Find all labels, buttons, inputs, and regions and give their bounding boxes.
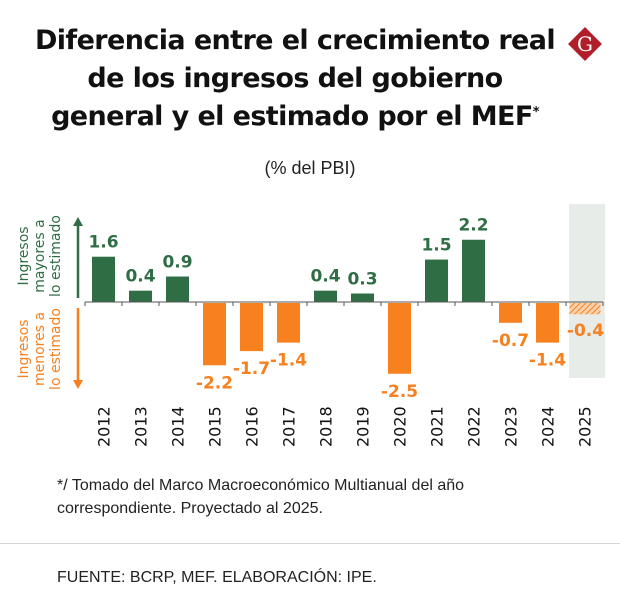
data-label-2014: 0.9 — [162, 253, 192, 273]
bar-2016 — [240, 303, 263, 352]
data-label-2019: 0.3 — [347, 270, 377, 290]
bar-2012 — [92, 256, 115, 302]
legend-upper-label-line-3: lo estimado — [48, 215, 64, 297]
arrow-up-icon — [73, 217, 83, 226]
bar-2014 — [166, 276, 189, 302]
footnote-line-2: correspondiente. Proyectado al 2025. — [57, 500, 323, 517]
x-tick-label-2015: 2015 — [206, 406, 225, 447]
bar-2025 — [569, 303, 601, 315]
data-label-2025: -0.4 — [567, 321, 604, 341]
divider — [0, 543, 620, 544]
logo-letter: G — [577, 32, 593, 56]
brand-diamond-g-icon: G — [568, 27, 602, 61]
bar-2020 — [388, 303, 411, 374]
bar-2018 — [314, 290, 337, 302]
x-tick-label-2020: 2020 — [391, 406, 410, 447]
x-tick-label-2024: 2024 — [539, 406, 558, 447]
x-tick-label-2013: 2013 — [132, 406, 151, 447]
legend-lower-label-line-2: menores a — [32, 312, 48, 386]
x-tick-label-2023: 2023 — [502, 406, 521, 447]
chart-title-text: Diferencia entre el crecimiento real de … — [34, 25, 556, 132]
data-label-2018: 0.4 — [310, 267, 340, 287]
legend-lower-label-line-1: Ingresos — [16, 319, 32, 378]
projection-shade — [569, 204, 605, 378]
x-tick-label-2022: 2022 — [465, 406, 484, 447]
data-label-2023: -0.7 — [492, 331, 529, 351]
x-tick-label-2019: 2019 — [354, 406, 373, 447]
data-label-2020: -2.5 — [381, 382, 418, 402]
bar-2019 — [351, 293, 374, 302]
data-label-2016: -1.7 — [233, 359, 270, 379]
legend-upper-label-line-1: Ingresos — [16, 226, 32, 285]
legend-lower-label-line-3: lo estimado — [48, 308, 64, 390]
data-label-2024: -1.4 — [529, 351, 566, 371]
x-tick-label-2018: 2018 — [317, 406, 336, 447]
x-tick-label-2017: 2017 — [280, 406, 299, 447]
data-label-2013: 0.4 — [125, 267, 155, 287]
chart-subtitle: (% del PBI) — [264, 158, 356, 178]
data-label-2021: 1.5 — [421, 236, 451, 256]
chart-title: Diferencia entre el crecimiento real de … — [30, 22, 560, 136]
data-label-2017: -1.4 — [270, 351, 307, 371]
bar-2013 — [129, 290, 152, 302]
legend-upper-label-line-2: mayores a — [32, 219, 48, 292]
bar-2022 — [462, 239, 485, 302]
bar-2015 — [203, 303, 226, 366]
source-note: FUENTE: BCRP, MEF. ELABORACIÓN: IPE. — [57, 569, 377, 586]
bar-2023 — [499, 303, 522, 323]
footnote-line-1: */ Tomado del Marco Macroeconómico Multi… — [57, 477, 465, 494]
x-tick-label-2014: 2014 — [169, 406, 188, 447]
footnote: */ Tomado del Marco Macroeconómico Multi… — [57, 474, 577, 520]
x-tick-label-2016: 2016 — [243, 406, 262, 447]
data-label-2015: -2.2 — [196, 373, 233, 393]
bar-2017 — [277, 303, 300, 343]
title-footnote-marker: * — [532, 105, 540, 120]
x-tick-label-2012: 2012 — [95, 406, 114, 447]
x-tick-label-2025: 2025 — [576, 406, 595, 447]
data-label-2022: 2.2 — [458, 216, 488, 236]
arrow-down-icon — [73, 380, 83, 389]
data-label-2012: 1.6 — [88, 233, 118, 253]
x-tick-label-2021: 2021 — [428, 406, 447, 447]
bar-2024 — [536, 303, 559, 343]
bar-2021 — [425, 259, 448, 302]
bar-chart: 1.60.40.9-2.2-1.7 -1.40.4 0.3-2.51.52.2-0.… — [16, 204, 605, 447]
